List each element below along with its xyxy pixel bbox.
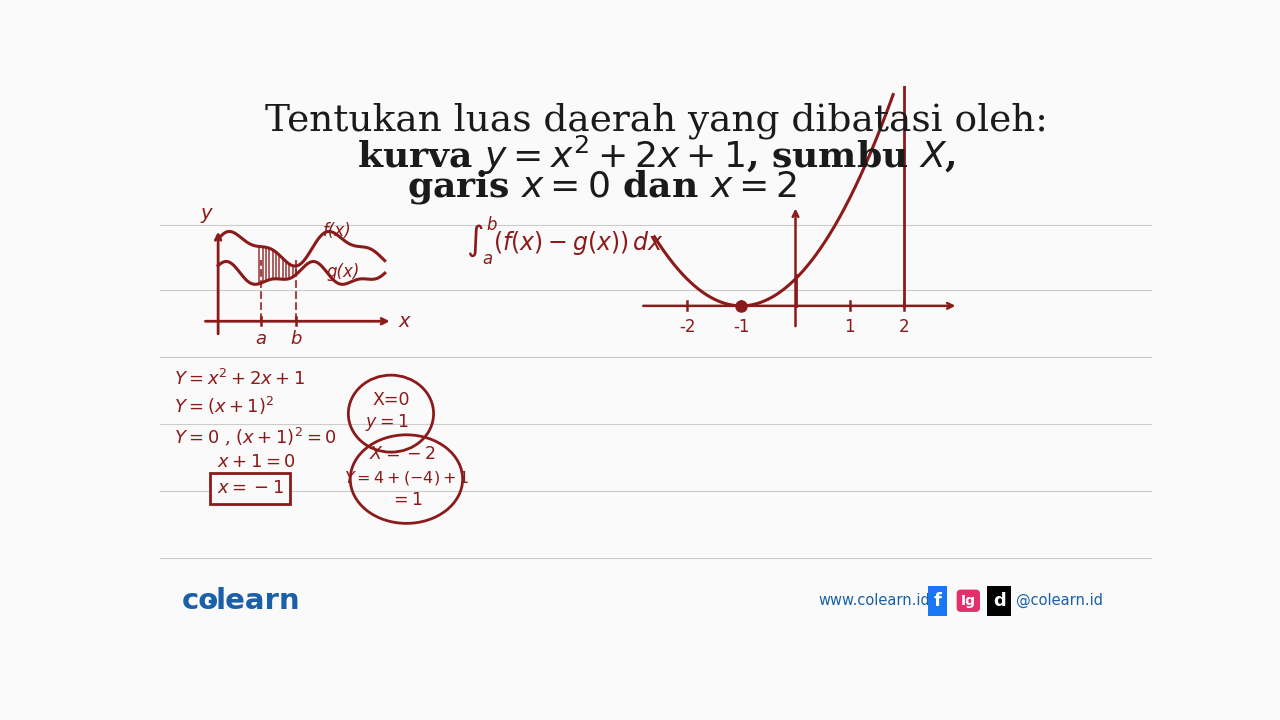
Text: f: f	[933, 592, 941, 610]
Text: $x + 1 = 0$: $x + 1 = 0$	[216, 453, 296, 471]
Text: garis $x = 0$ dan $x = 2$: garis $x = 0$ dan $x = 2$	[407, 168, 797, 205]
Text: -1: -1	[733, 318, 750, 336]
Text: 1: 1	[845, 318, 855, 336]
Text: Ig: Ig	[961, 594, 975, 608]
Text: f(x): f(x)	[323, 222, 352, 240]
Text: $Y = 0$ , $(x+1)^2 = 0$: $Y = 0$ , $(x+1)^2 = 0$	[174, 426, 337, 448]
Text: b: b	[291, 330, 301, 348]
Text: $y = 1$: $y = 1$	[365, 413, 408, 433]
Text: -2: -2	[678, 318, 695, 336]
Text: $Y = (x+1)^2$: $Y = (x+1)^2$	[174, 395, 274, 417]
Text: 2: 2	[899, 318, 909, 336]
Text: $X = -2$: $X = -2$	[370, 446, 436, 463]
Text: g(x): g(x)	[326, 264, 360, 282]
Text: Tentukan luas daerah yang dibatasi oleh:: Tentukan luas daerah yang dibatasi oleh:	[265, 103, 1047, 139]
Text: $= 1$: $= 1$	[390, 492, 422, 509]
Text: co: co	[182, 587, 219, 615]
Text: x: x	[398, 312, 410, 330]
Text: www.colearn.id: www.colearn.id	[819, 593, 931, 608]
Text: kurva $y = x^2 + 2x + 1$, sumbu $X$,: kurva $y = x^2 + 2x + 1$, sumbu $X$,	[357, 134, 955, 177]
Text: $Y = x^2 + 2x + 1$: $Y = x^2 + 2x + 1$	[174, 369, 305, 389]
Text: a: a	[255, 330, 266, 348]
Text: $Y = 4 + (-4) + 1$: $Y = 4 + (-4) + 1$	[343, 469, 470, 487]
Text: d: d	[993, 592, 1006, 610]
Text: $x = -1$: $x = -1$	[216, 480, 284, 498]
Text: learn: learn	[216, 587, 301, 615]
Text: X=0: X=0	[372, 391, 410, 409]
Text: @colearn.id: @colearn.id	[1016, 593, 1103, 608]
Text: y: y	[201, 204, 212, 222]
Text: $\int_a^b\!(f(x)-g(x))\,dx$: $\int_a^b\!(f(x)-g(x))\,dx$	[466, 214, 664, 266]
